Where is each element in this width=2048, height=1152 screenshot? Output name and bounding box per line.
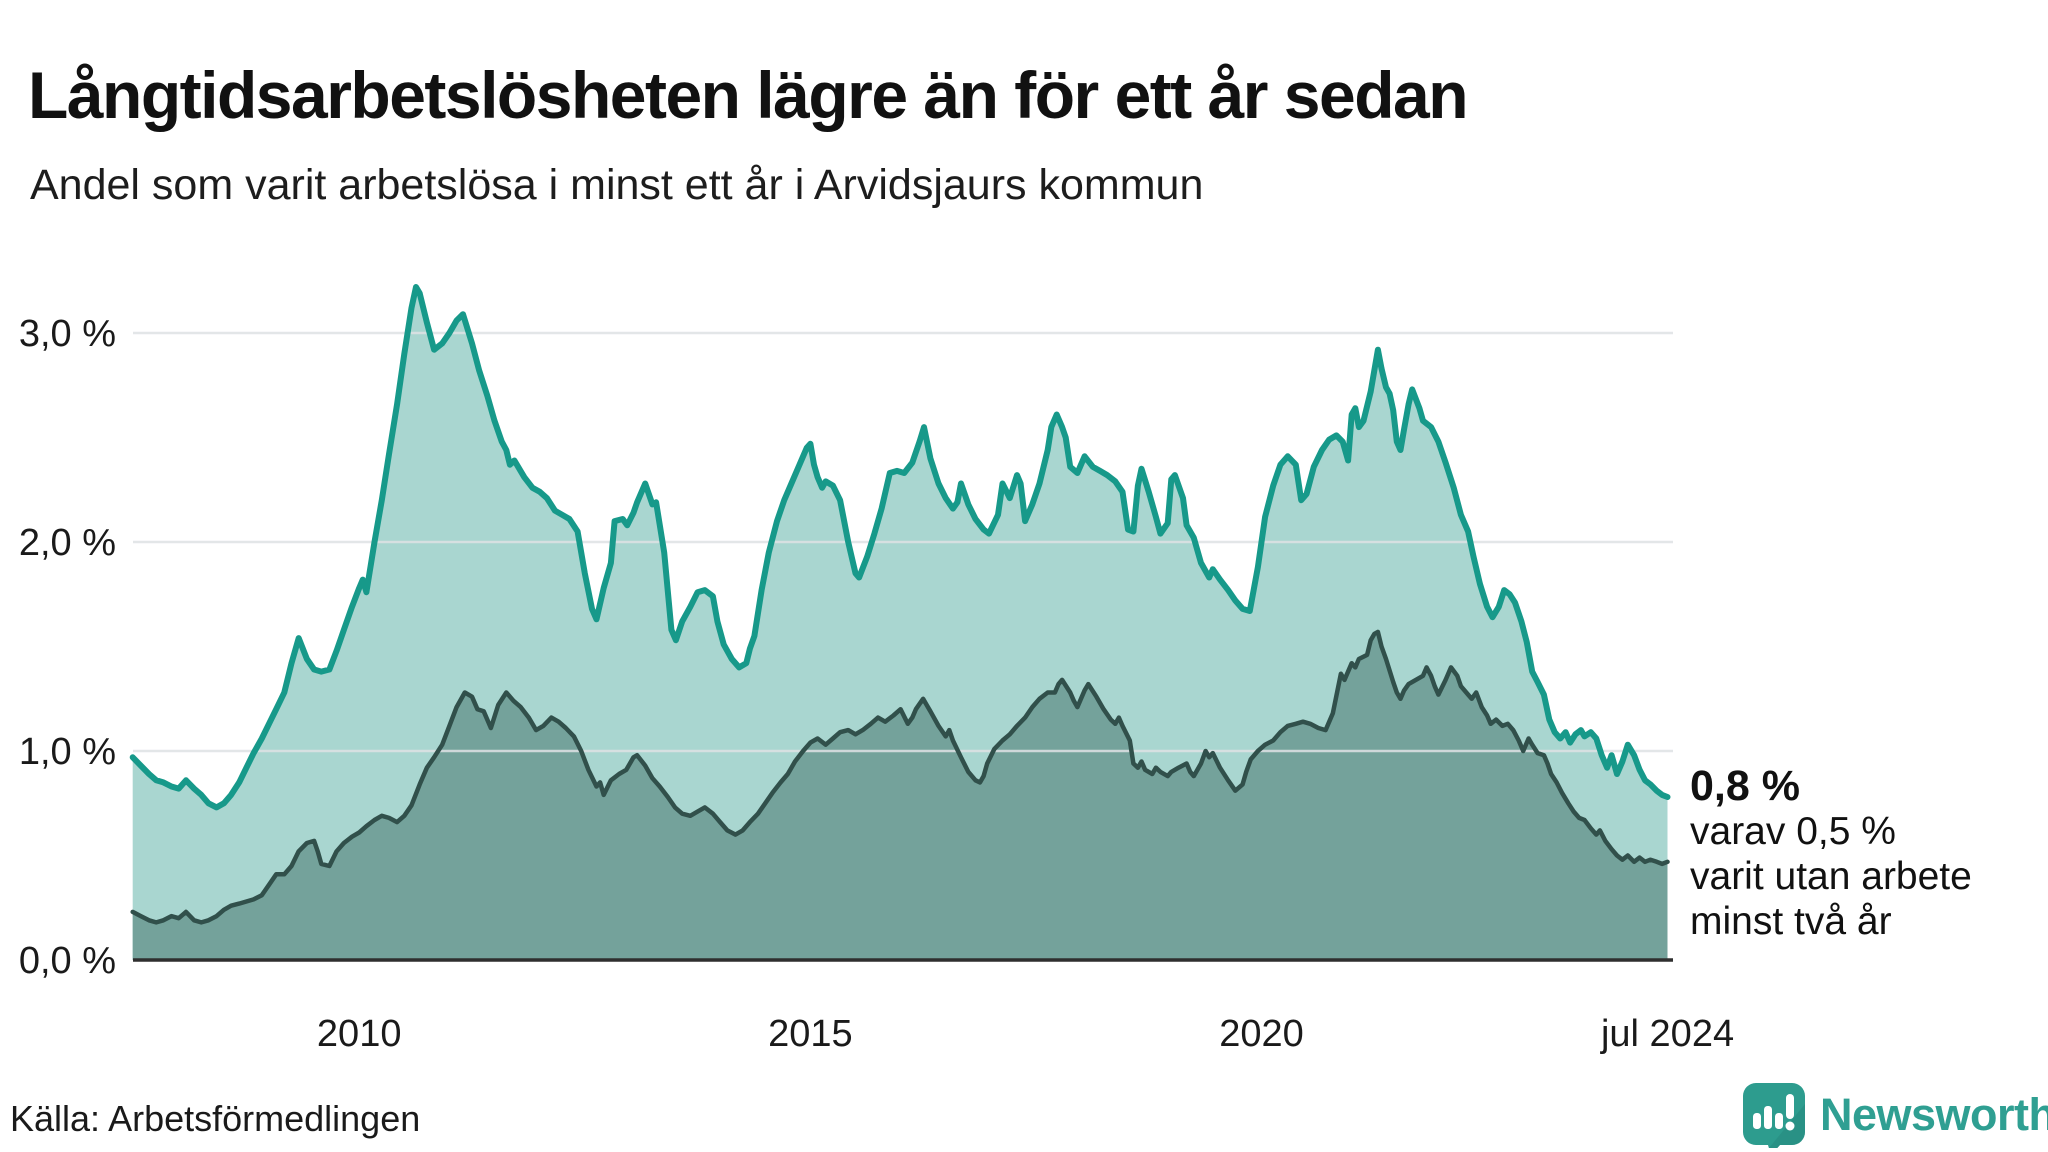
endpoint-detail-line: varav 0,5 % (1690, 810, 1896, 853)
minst-tva-ar-area (132, 631, 1668, 960)
page-title: Långtidsarbetslösheten lägre än för ett … (28, 58, 1469, 133)
endpoint-detail-line: varit utan arbete (1690, 855, 1972, 898)
endpoint-detail-line: minst två år (1690, 900, 1892, 943)
x-tick-label: 2010 (317, 1013, 402, 1055)
minst-tva-ar-line (130, 629, 1670, 925)
y-tick-label: 2,0 % (19, 522, 116, 564)
y-tick-label: 1,0 % (19, 731, 116, 773)
x-tick-label: jul 2024 (1600, 1013, 1734, 1055)
newsworthy-logo: Newsworthy (1742, 1082, 2048, 1148)
endpoint-value: 0,8 % (1690, 762, 1800, 810)
chart-subtitle: Andel som varit arbetslösa i minst ett å… (30, 161, 1204, 209)
y-tick-label: 3,0 % (19, 313, 116, 355)
y-tick-label: 0,0 % (19, 940, 116, 982)
minst-ett-ar-line (129, 284, 1671, 811)
newsworthy-wordmark: Newsworthy (1820, 1089, 2048, 1140)
newsworthy-icon (1743, 1083, 1805, 1148)
x-tick-label: 2015 (768, 1013, 853, 1055)
source-note: Källa: Arbetsförmedlingen (10, 1098, 421, 1139)
x-tick-label: 2020 (1219, 1013, 1304, 1055)
endpoint-annotation: 0,8 % varav 0,5 % varit utan arbete mins… (1690, 764, 1972, 944)
